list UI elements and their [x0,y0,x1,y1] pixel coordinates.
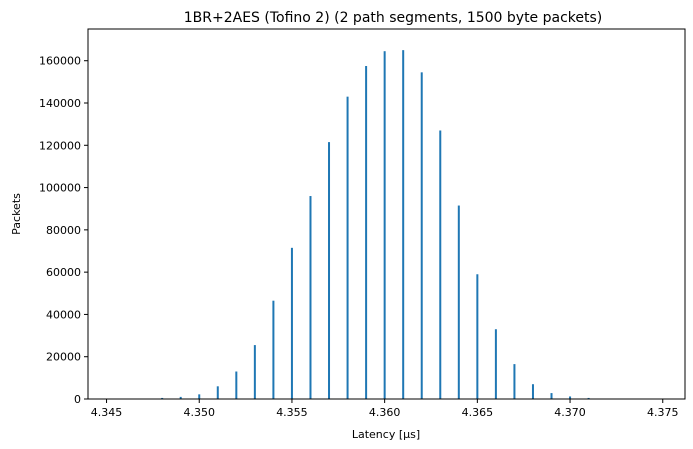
histogram-bar [179,396,182,399]
histogram-bar [494,329,497,399]
y-tick-label: 160000 [39,55,81,68]
histogram-bar [235,371,238,399]
x-tick-label: 4.350 [183,406,215,419]
histogram-bar [420,72,423,399]
y-tick-label: 140000 [39,97,81,110]
histogram-bar [216,386,219,399]
histogram-bar [513,364,516,399]
x-tick-label: 4.370 [554,406,586,419]
histogram-bar [272,300,275,399]
chart-title: 1BR+2AES (Tofino 2) (2 path segments, 15… [184,10,603,26]
x-tick-label: 4.360 [369,406,401,419]
x-axis-label: Latency [µs] [352,428,420,441]
histogram-bar [383,51,386,399]
x-tick-label: 4.375 [647,406,679,419]
plot-frame [87,28,686,400]
histogram-bar [309,196,312,399]
x-tick-label: 4.345 [91,406,123,419]
histogram-bar [439,130,442,400]
histogram-bar [365,66,368,399]
histogram-bar [476,274,479,399]
y-tick-label: 80000 [46,224,81,237]
y-tick-label: 20000 [46,351,81,364]
histogram-bar [253,345,256,399]
histogram-bar [587,397,590,399]
histogram-bar [346,96,349,399]
x-tick-label: 4.365 [462,406,494,419]
y-tick-label: 60000 [46,266,81,279]
y-tick-label: 0 [74,393,81,406]
histogram-bar [550,393,553,399]
histogram-bar [457,205,460,399]
histogram-bar [402,50,405,399]
histogram-bar [328,142,331,400]
y-axis-label: Packets [10,193,23,235]
histogram-bar [161,397,164,399]
histogram-bar [569,396,572,399]
y-tick-label: 100000 [39,182,81,195]
y-axis: 0 20000 40000 60000 80000 100000 120000 140000 1… [39,55,88,406]
x-axis: 4.345 4.350 4.355 4.360 4.365 4.370 4.375 [91,399,679,419]
x-tick-label: 4.355 [276,406,308,419]
histogram-bar [290,247,293,399]
y-tick-label: 120000 [39,139,81,152]
histogram-bar [198,394,201,399]
bars-group [142,50,609,400]
y-tick-label: 40000 [46,308,81,321]
histogram-bar [531,384,534,399]
